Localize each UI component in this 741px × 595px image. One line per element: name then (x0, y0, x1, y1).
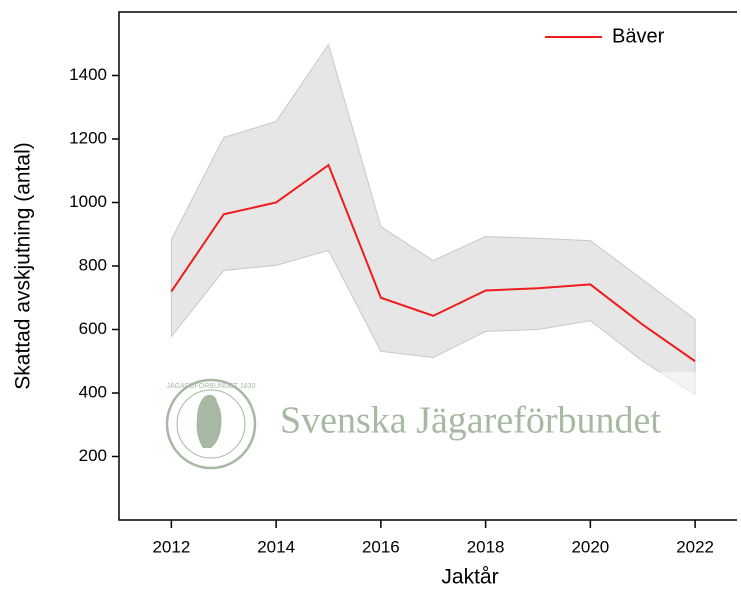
y-tick-label: 400 (79, 382, 107, 401)
watermark-text: Svenska Jägareförbundet (280, 400, 661, 442)
x-tick-label: 2016 (362, 537, 400, 556)
y-tick-label: 600 (79, 319, 107, 338)
y-tick-label: 1400 (69, 65, 107, 84)
y-tick-label: 200 (79, 446, 107, 465)
x-tick-label: 2014 (257, 537, 295, 556)
x-tick-label: 2022 (676, 537, 714, 556)
legend-label: Bäver (612, 25, 665, 47)
watermark-logo-text: JÄGAREFÖRBUNDET 1830 (167, 382, 256, 390)
data-line (170, 163, 696, 363)
x-tick-label: 2012 (152, 537, 190, 556)
confidence-band (170, 43, 696, 396)
watermark-logo (165, 378, 257, 470)
watermark: JÄGAREFÖRBUNDET 1830 Svenska Jägareförbun… (160, 372, 718, 476)
y-tick-label: 1200 (69, 128, 107, 147)
watermark-logo-inner (176, 389, 246, 459)
watermark-eagle (196, 394, 222, 448)
y-axis-title: Skattad avskjutning (antal) (12, 142, 35, 389)
y-tick-label: 800 (79, 255, 107, 274)
x-axis-title: Jaktår (441, 566, 498, 589)
x-tick-label: 2020 (571, 537, 609, 556)
x-tick-label: 2018 (467, 537, 505, 556)
watermark-backdrop (160, 372, 718, 476)
y-tick-label: 1000 (69, 192, 107, 211)
